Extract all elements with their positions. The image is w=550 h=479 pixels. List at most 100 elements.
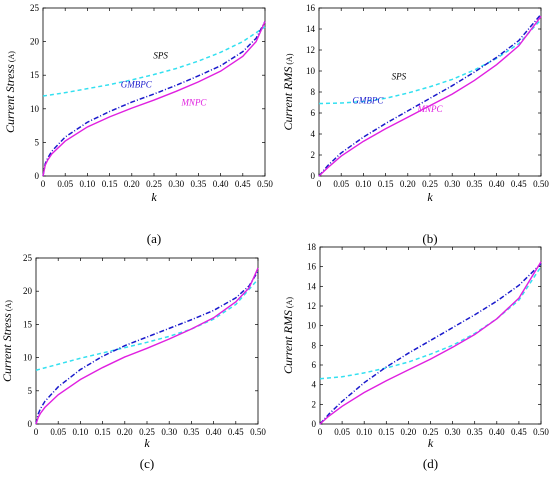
x-tick-label: 0.30 bbox=[444, 179, 460, 189]
series-line-mnpc bbox=[42, 21, 266, 177]
x-tick-label: 0.30 bbox=[161, 427, 177, 437]
plot-frame bbox=[318, 7, 542, 177]
x-tick-label: 0.35 bbox=[467, 179, 483, 189]
y-tick-label: 6 bbox=[312, 360, 317, 370]
x-tick-label: 0.35 bbox=[191, 179, 207, 189]
y-axis-label-text: Current Stress bbox=[0, 313, 14, 382]
y-tick-label: 2 bbox=[311, 150, 316, 160]
y-tick-label: 0 bbox=[28, 419, 33, 429]
y-tick-label: 4 bbox=[312, 380, 317, 390]
series-annotation-gmbpc: GMBPC bbox=[121, 79, 153, 89]
y-axis-unit: (A) bbox=[4, 300, 13, 311]
x-tick-label: 0.20 bbox=[124, 179, 140, 189]
x-tick-label: 0.10 bbox=[356, 427, 372, 437]
x-tick-label: 0 bbox=[318, 427, 323, 437]
panel-d: 0 0.05 0.10 0.15 0.20 0.25 0.30 0.35 0.40 0.45 0.5… bbox=[281, 242, 549, 471]
x-tick-label: 0.45 bbox=[511, 179, 527, 189]
x-tick-label: 0.15 bbox=[102, 179, 118, 189]
x-axis-label: k bbox=[428, 436, 434, 450]
series-line-mnpc bbox=[319, 261, 542, 425]
y-axis-label-text: Current Stress bbox=[3, 64, 17, 133]
y-tick-label: 25 bbox=[30, 3, 40, 13]
x-tick-label: 0.50 bbox=[257, 179, 273, 189]
panel-caption: (d) bbox=[423, 456, 438, 471]
x-tick-label: 0.15 bbox=[378, 427, 394, 437]
y-tick-label: 14 bbox=[306, 24, 316, 34]
x-tick-label: 0.25 bbox=[422, 179, 438, 189]
y-tick-label: 18 bbox=[307, 242, 317, 252]
x-tick-label: 0.50 bbox=[250, 427, 266, 437]
panel-c: 0 0.05 0.10 0.15 0.20 0.25 0.30 0.35 0.40 0.45 0.5… bbox=[0, 253, 266, 471]
x-axis-label: k bbox=[144, 436, 150, 450]
plot-frame bbox=[319, 246, 542, 425]
y-tick-label: 2 bbox=[312, 399, 317, 409]
series-annotation-sps: SPS bbox=[392, 71, 407, 81]
x-tick-label: 0.10 bbox=[356, 179, 372, 189]
series-line-gmbpc bbox=[42, 21, 266, 177]
y-axis-label: Current Stress (A) bbox=[0, 300, 14, 382]
series-annotation-mnpc: MNPC bbox=[416, 104, 443, 114]
x-tick-label: 0 bbox=[317, 179, 322, 189]
x-tick-label: 0.40 bbox=[489, 179, 505, 189]
plot-frame bbox=[42, 7, 266, 177]
x-tick-label: 0.20 bbox=[401, 427, 417, 437]
y-axis-label-text: Current RMS bbox=[281, 310, 295, 374]
series-line-sps bbox=[318, 19, 542, 105]
panel-caption: (a) bbox=[147, 231, 161, 246]
series-line-mnpc bbox=[35, 267, 259, 425]
series-annotation-mnpc: MNPC bbox=[180, 97, 207, 107]
x-tick-label: 0.30 bbox=[168, 179, 184, 189]
y-tick-label: 20 bbox=[23, 286, 33, 296]
x-tick-label: 0.20 bbox=[400, 179, 416, 189]
x-tick-label: 0.05 bbox=[57, 179, 73, 189]
series-line-sps bbox=[42, 26, 266, 97]
y-axis-unit: (A) bbox=[285, 297, 294, 308]
series-line-gmbpc bbox=[319, 263, 542, 425]
x-tick-label: 0.20 bbox=[117, 427, 133, 437]
x-tick-label: 0.10 bbox=[73, 427, 89, 437]
y-tick-label: 8 bbox=[312, 340, 317, 350]
x-tick-label: 0.50 bbox=[533, 179, 549, 189]
x-tick-label: 0.40 bbox=[489, 427, 505, 437]
y-tick-label: 0 bbox=[35, 171, 40, 181]
y-tick-label: 14 bbox=[307, 281, 317, 291]
y-tick-label: 20 bbox=[30, 37, 40, 47]
y-tick-label: 0 bbox=[312, 419, 317, 429]
panel-caption: (b) bbox=[422, 231, 437, 246]
y-tick-label: 15 bbox=[30, 70, 40, 80]
panel-a: 0 0.05 0.10 0.15 0.20 0.25 0.30 0.35 0.40 0.45 0.5… bbox=[3, 3, 273, 246]
x-tick-label: 0.05 bbox=[334, 427, 350, 437]
x-tick-label: 0.45 bbox=[228, 427, 244, 437]
y-tick-label: 12 bbox=[306, 45, 315, 55]
y-axis-label: Current RMS (A) bbox=[281, 53, 295, 130]
series-line-mnpc bbox=[318, 15, 542, 177]
y-axis-unit: (A) bbox=[285, 53, 294, 64]
y-tick-label: 10 bbox=[30, 104, 40, 114]
plot-frame bbox=[35, 257, 259, 425]
series-line-gmbpc bbox=[318, 13, 542, 177]
x-tick-label: 0 bbox=[41, 179, 46, 189]
y-axis-label: Current Stress (A) bbox=[3, 51, 17, 133]
x-tick-label: 0.40 bbox=[206, 427, 222, 437]
x-tick-label: 0.50 bbox=[533, 427, 549, 437]
y-tick-label: 6 bbox=[311, 108, 316, 118]
y-tick-label: 10 bbox=[23, 353, 33, 363]
x-tick-label: 0.05 bbox=[50, 427, 66, 437]
x-tick-label: 0.45 bbox=[235, 179, 251, 189]
y-tick-label: 16 bbox=[307, 262, 317, 272]
series-line-sps bbox=[319, 266, 542, 380]
y-tick-label: 5 bbox=[28, 386, 33, 396]
panel-caption: (c) bbox=[140, 456, 154, 471]
x-tick-label: 0.35 bbox=[467, 427, 483, 437]
y-tick-label: 0 bbox=[311, 171, 316, 181]
x-tick-label: 0.05 bbox=[333, 179, 349, 189]
y-tick-label: 15 bbox=[23, 319, 33, 329]
x-tick-label: 0.45 bbox=[511, 427, 527, 437]
x-axis-label: k bbox=[151, 190, 157, 204]
x-tick-label: 0 bbox=[34, 427, 39, 437]
y-tick-label: 8 bbox=[311, 87, 316, 97]
x-tick-label: 0.25 bbox=[139, 427, 155, 437]
series-line-gmbpc bbox=[35, 270, 259, 425]
series-annotation-gmbpc: GMBPC bbox=[352, 96, 384, 106]
